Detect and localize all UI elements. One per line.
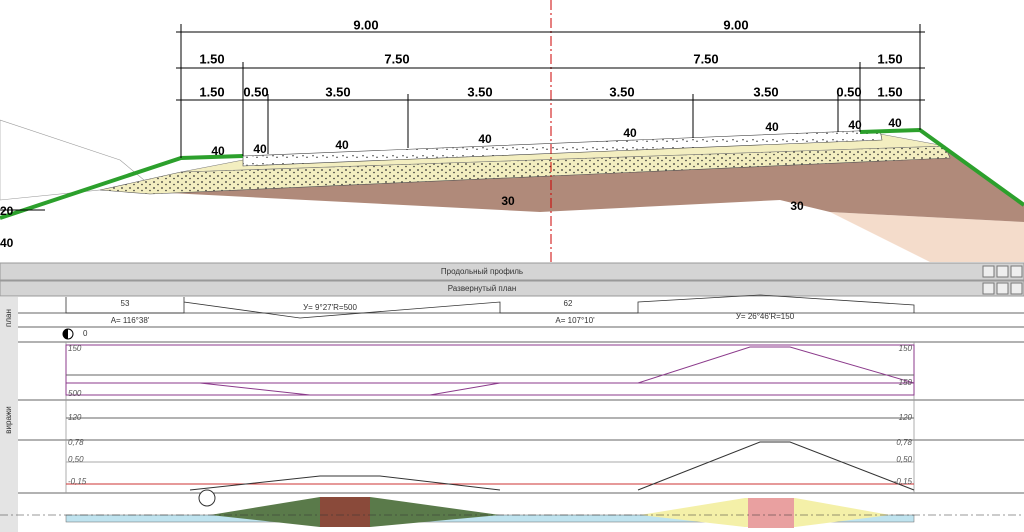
superelevation-graph — [65, 344, 915, 491]
panel-title: Развернутый план — [448, 284, 517, 293]
dimension: 7.50 — [693, 51, 718, 66]
slope-label: 40 — [623, 126, 637, 140]
dimension: 3.50 — [753, 84, 778, 99]
graph-label: 0,78 — [68, 438, 84, 447]
graph-label: -0,15 — [68, 477, 87, 486]
dimension: 9.00 — [353, 17, 378, 32]
slope-label: 40 — [765, 120, 779, 134]
graph-label: 120 — [68, 413, 82, 422]
layer-label: 30 — [501, 194, 515, 208]
slope-label: 40 — [888, 116, 902, 130]
dimension: 7.50 — [384, 51, 409, 66]
layer-label: 30 — [790, 199, 804, 213]
slope-label: 40 — [253, 142, 267, 156]
button[interactable] — [982, 282, 995, 295]
graph-label: 150 — [899, 378, 913, 387]
panel-title: Продольный профиль — [441, 267, 523, 276]
profile-bar[interactable] — [0, 262, 1024, 281]
dimension: 9.00 — [723, 17, 748, 32]
button[interactable] — [996, 265, 1009, 278]
curve: У= 26°46'R=150 — [736, 312, 795, 321]
marker: 0 — [83, 329, 88, 338]
fill-slope — [830, 212, 1024, 262]
side-label: виражи — [4, 406, 13, 433]
button[interactable] — [982, 265, 995, 278]
edge-label: 20 — [0, 204, 14, 218]
dimension: 1.50 — [199, 84, 224, 99]
graph-label: 500 — [68, 389, 82, 398]
button[interactable] — [1010, 282, 1023, 295]
station: 62 — [564, 299, 573, 308]
graph-label: 0,50 — [896, 455, 912, 464]
graph-label: 0,50 — [68, 455, 84, 464]
graph-label: 0,78 — [896, 438, 912, 447]
dimension: 0.50 — [836, 84, 861, 99]
plan-bar[interactable] — [0, 280, 1024, 297]
station: 53 — [121, 299, 130, 308]
angle: А= 107°10' — [555, 316, 595, 325]
dimension: 1.50 — [199, 51, 224, 66]
lane-bars — [0, 489, 1024, 528]
graph-label: 120 — [899, 413, 913, 422]
button[interactable] — [1010, 265, 1023, 278]
button[interactable] — [996, 282, 1009, 295]
side-label: план — [4, 309, 13, 327]
graph-label: 150 — [899, 344, 913, 353]
graph-label: -0,15 — [894, 477, 913, 486]
window-buttons — [982, 265, 1023, 295]
dimension: 3.50 — [467, 84, 492, 99]
dimension: 3.50 — [325, 84, 350, 99]
pavement — [242, 129, 883, 167]
slope-label: 40 — [848, 118, 862, 132]
dimension: 1.50 — [877, 51, 902, 66]
slope-label: 40 — [211, 144, 225, 158]
dimension: 3.50 — [609, 84, 634, 99]
cross-section — [0, 0, 1024, 262]
graph-label: 150 — [68, 344, 82, 353]
marker-icon-half — [63, 329, 68, 339]
dimension: 0.50 — [243, 84, 268, 99]
dimension-lines — [176, 24, 925, 158]
angle: А= 116°38' — [111, 316, 150, 325]
subgrade — [100, 150, 1024, 222]
slope-label: 40 — [478, 132, 492, 146]
edge-label: 40 — [0, 236, 14, 250]
slope-label: 40 — [335, 138, 349, 152]
plan-grid — [18, 294, 1024, 494]
side-strip — [0, 297, 18, 532]
dimension: 1.50 — [877, 84, 902, 99]
curve: У= 9°27'R=500 — [303, 303, 357, 312]
